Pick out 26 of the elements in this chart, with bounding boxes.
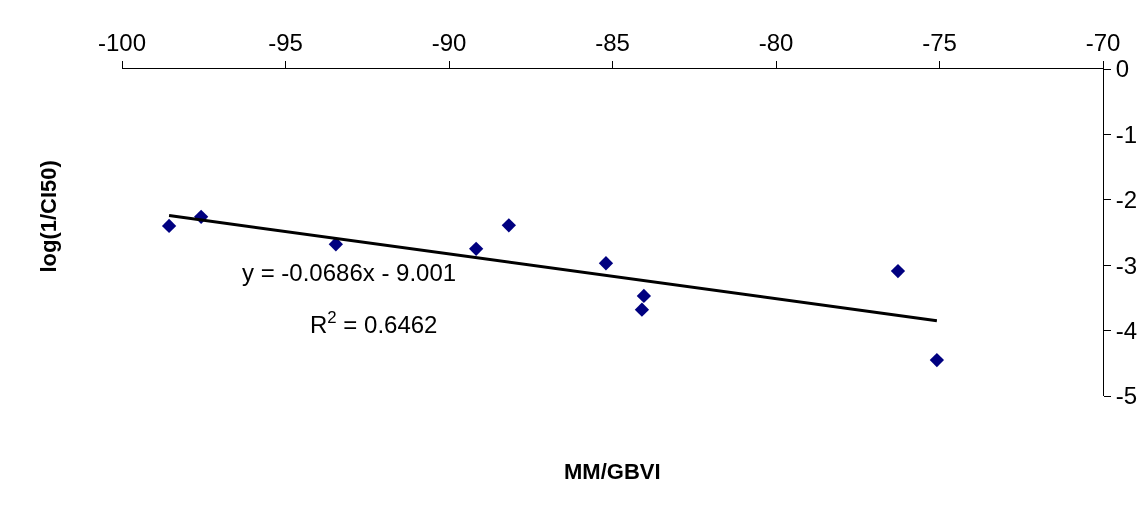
x-tick-label: -95 <box>268 29 303 57</box>
x-tick-label: -90 <box>431 29 467 57</box>
y-tick-label: -2 <box>1115 186 1137 214</box>
point <box>634 302 650 317</box>
annotation: R$^{2}$ = 0.6462 <box>310 308 438 339</box>
x-tick-label: -100 <box>97 29 147 57</box>
y-tick-label: -3 <box>1115 251 1137 279</box>
x-tick-label: -80 <box>758 29 794 57</box>
annotation: y = -0.0686x - 9.001 <box>242 259 457 286</box>
x-tick-label: -70 <box>1085 29 1121 57</box>
point <box>636 288 652 304</box>
point <box>468 241 484 256</box>
y-tick-label: 0 <box>1115 55 1130 83</box>
point <box>890 263 906 279</box>
x-axis-title: MM/GBVI <box>564 459 661 484</box>
point <box>328 237 344 252</box>
point <box>161 218 177 234</box>
y-tick-label: -5 <box>1115 382 1137 410</box>
x-tick-label: -75 <box>922 29 957 57</box>
y-tick-label: -4 <box>1115 317 1137 344</box>
x-tick-label: -85 <box>595 29 630 57</box>
y-tick-label: -1 <box>1115 120 1137 148</box>
point <box>501 218 516 233</box>
y-axis-title: log(1/CI50) <box>36 160 62 273</box>
point <box>929 352 945 368</box>
point <box>598 256 614 271</box>
